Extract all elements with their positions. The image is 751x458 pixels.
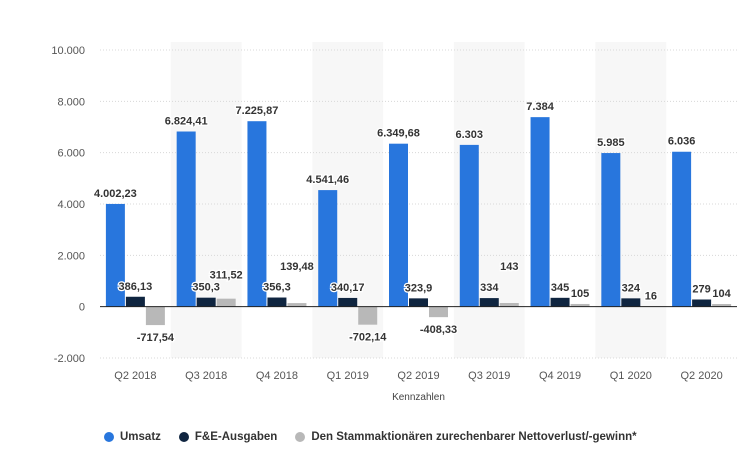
- y-tick-label: 6.000: [57, 148, 85, 160]
- x-tick-label: Q2 2019: [397, 370, 439, 382]
- data-label: 311,52: [210, 270, 243, 282]
- data-label: 6.349,68: [377, 128, 420, 140]
- data-label: 350,3: [192, 282, 220, 294]
- data-label: 143: [500, 261, 518, 273]
- bar-0: [601, 153, 621, 307]
- bar-2: [712, 303, 732, 307]
- x-axis-label: Kennzahlen: [392, 392, 445, 403]
- legend-label: Den Stammaktionären zurechenbarer Nettov…: [311, 431, 637, 443]
- bar-1: [267, 297, 287, 307]
- bar-0: [105, 203, 125, 307]
- bar-1: [409, 298, 428, 307]
- y-tick-label: 8.000: [57, 96, 85, 108]
- legend-marker-icon: [104, 432, 114, 442]
- data-label: 7.384: [526, 101, 554, 113]
- bar-2: [499, 302, 519, 307]
- data-label: 345: [551, 282, 569, 294]
- x-tick-label: Q2 2018: [114, 370, 156, 382]
- bar-1: [125, 296, 145, 307]
- bar-0: [176, 131, 196, 307]
- bar-2: [145, 306, 165, 326]
- data-label: 4.541,46: [306, 174, 349, 186]
- bar-1: [692, 299, 712, 307]
- bar-2: [358, 306, 378, 325]
- x-tick-label: Q4 2019: [539, 370, 581, 382]
- bar-2: [287, 303, 307, 307]
- bar-chart: -2.000 0 2.000 4.000 6.000 8.000 10.000 Q2 2018…: [51, 45, 737, 403]
- x-tick-label: Q1 2020: [610, 370, 652, 382]
- y-tick-label: 4.000: [57, 199, 85, 211]
- data-label: 6.303: [456, 129, 484, 141]
- data-label: 324: [622, 282, 641, 294]
- bar-0: [530, 117, 550, 307]
- data-label: 7.225,87: [236, 105, 279, 117]
- legend-item[interactable]: Den Stammaktionären zurechenbarer Nettov…: [295, 431, 637, 443]
- data-label: 139,48: [280, 261, 314, 273]
- x-tick-label: Q1 2019: [327, 370, 369, 382]
- data-label: 5.985: [597, 137, 625, 149]
- bar-1: [621, 298, 641, 307]
- legend-item[interactable]: Umsatz: [104, 431, 161, 443]
- y-tick-label: 2.000: [57, 250, 85, 262]
- data-label: 104: [712, 288, 731, 300]
- bar-0: [247, 121, 267, 307]
- bar-0: [318, 190, 338, 307]
- bar-1: [479, 298, 499, 307]
- data-label: 4.002,23: [94, 188, 137, 200]
- y-tick-label: 10.000: [51, 45, 85, 57]
- data-label: 279: [692, 284, 710, 296]
- data-label: 356,3: [263, 282, 291, 294]
- data-label: -408,33: [420, 324, 457, 336]
- x-tick-label: Q3 2019: [468, 370, 510, 382]
- bar-0: [672, 151, 692, 307]
- data-label: 6.824,41: [165, 116, 208, 128]
- data-label: 323,9: [405, 282, 433, 294]
- legend: Umsatz F&E-Ausgaben Den Stammaktionären zu…: [104, 431, 637, 443]
- legend-label: Umsatz: [120, 431, 161, 443]
- bar-2: [429, 306, 448, 318]
- legend-marker-icon: [178, 432, 189, 442]
- data-label: -717,54: [137, 332, 175, 344]
- bar-0: [459, 144, 479, 307]
- data-label: 340,17: [331, 282, 365, 294]
- bar-1: [338, 297, 358, 307]
- data-label: 16: [645, 290, 657, 302]
- bar-1: [550, 297, 570, 307]
- data-label: -702,14: [349, 332, 387, 344]
- bar-1: [196, 297, 216, 307]
- data-label: 6.036: [668, 136, 696, 148]
- y-tick-label: 0: [79, 302, 85, 314]
- x-tick-label: Q2 2020: [681, 370, 723, 382]
- bar-2: [216, 298, 236, 307]
- x-tick-label: Q4 2018: [256, 370, 298, 382]
- legend-marker-icon: [295, 432, 306, 442]
- legend-label: F&E-Ausgaben: [194, 431, 278, 443]
- bar-2: [570, 303, 590, 307]
- data-label: 334: [480, 282, 499, 294]
- data-label: 105: [571, 288, 589, 300]
- data-label: 386,13: [119, 281, 153, 293]
- legend-item[interactable]: F&E-Ausgaben: [178, 431, 278, 443]
- y-tick-label: -2.000: [54, 353, 85, 365]
- x-tick-label: Q3 2018: [185, 370, 227, 382]
- bar-0: [389, 143, 408, 307]
